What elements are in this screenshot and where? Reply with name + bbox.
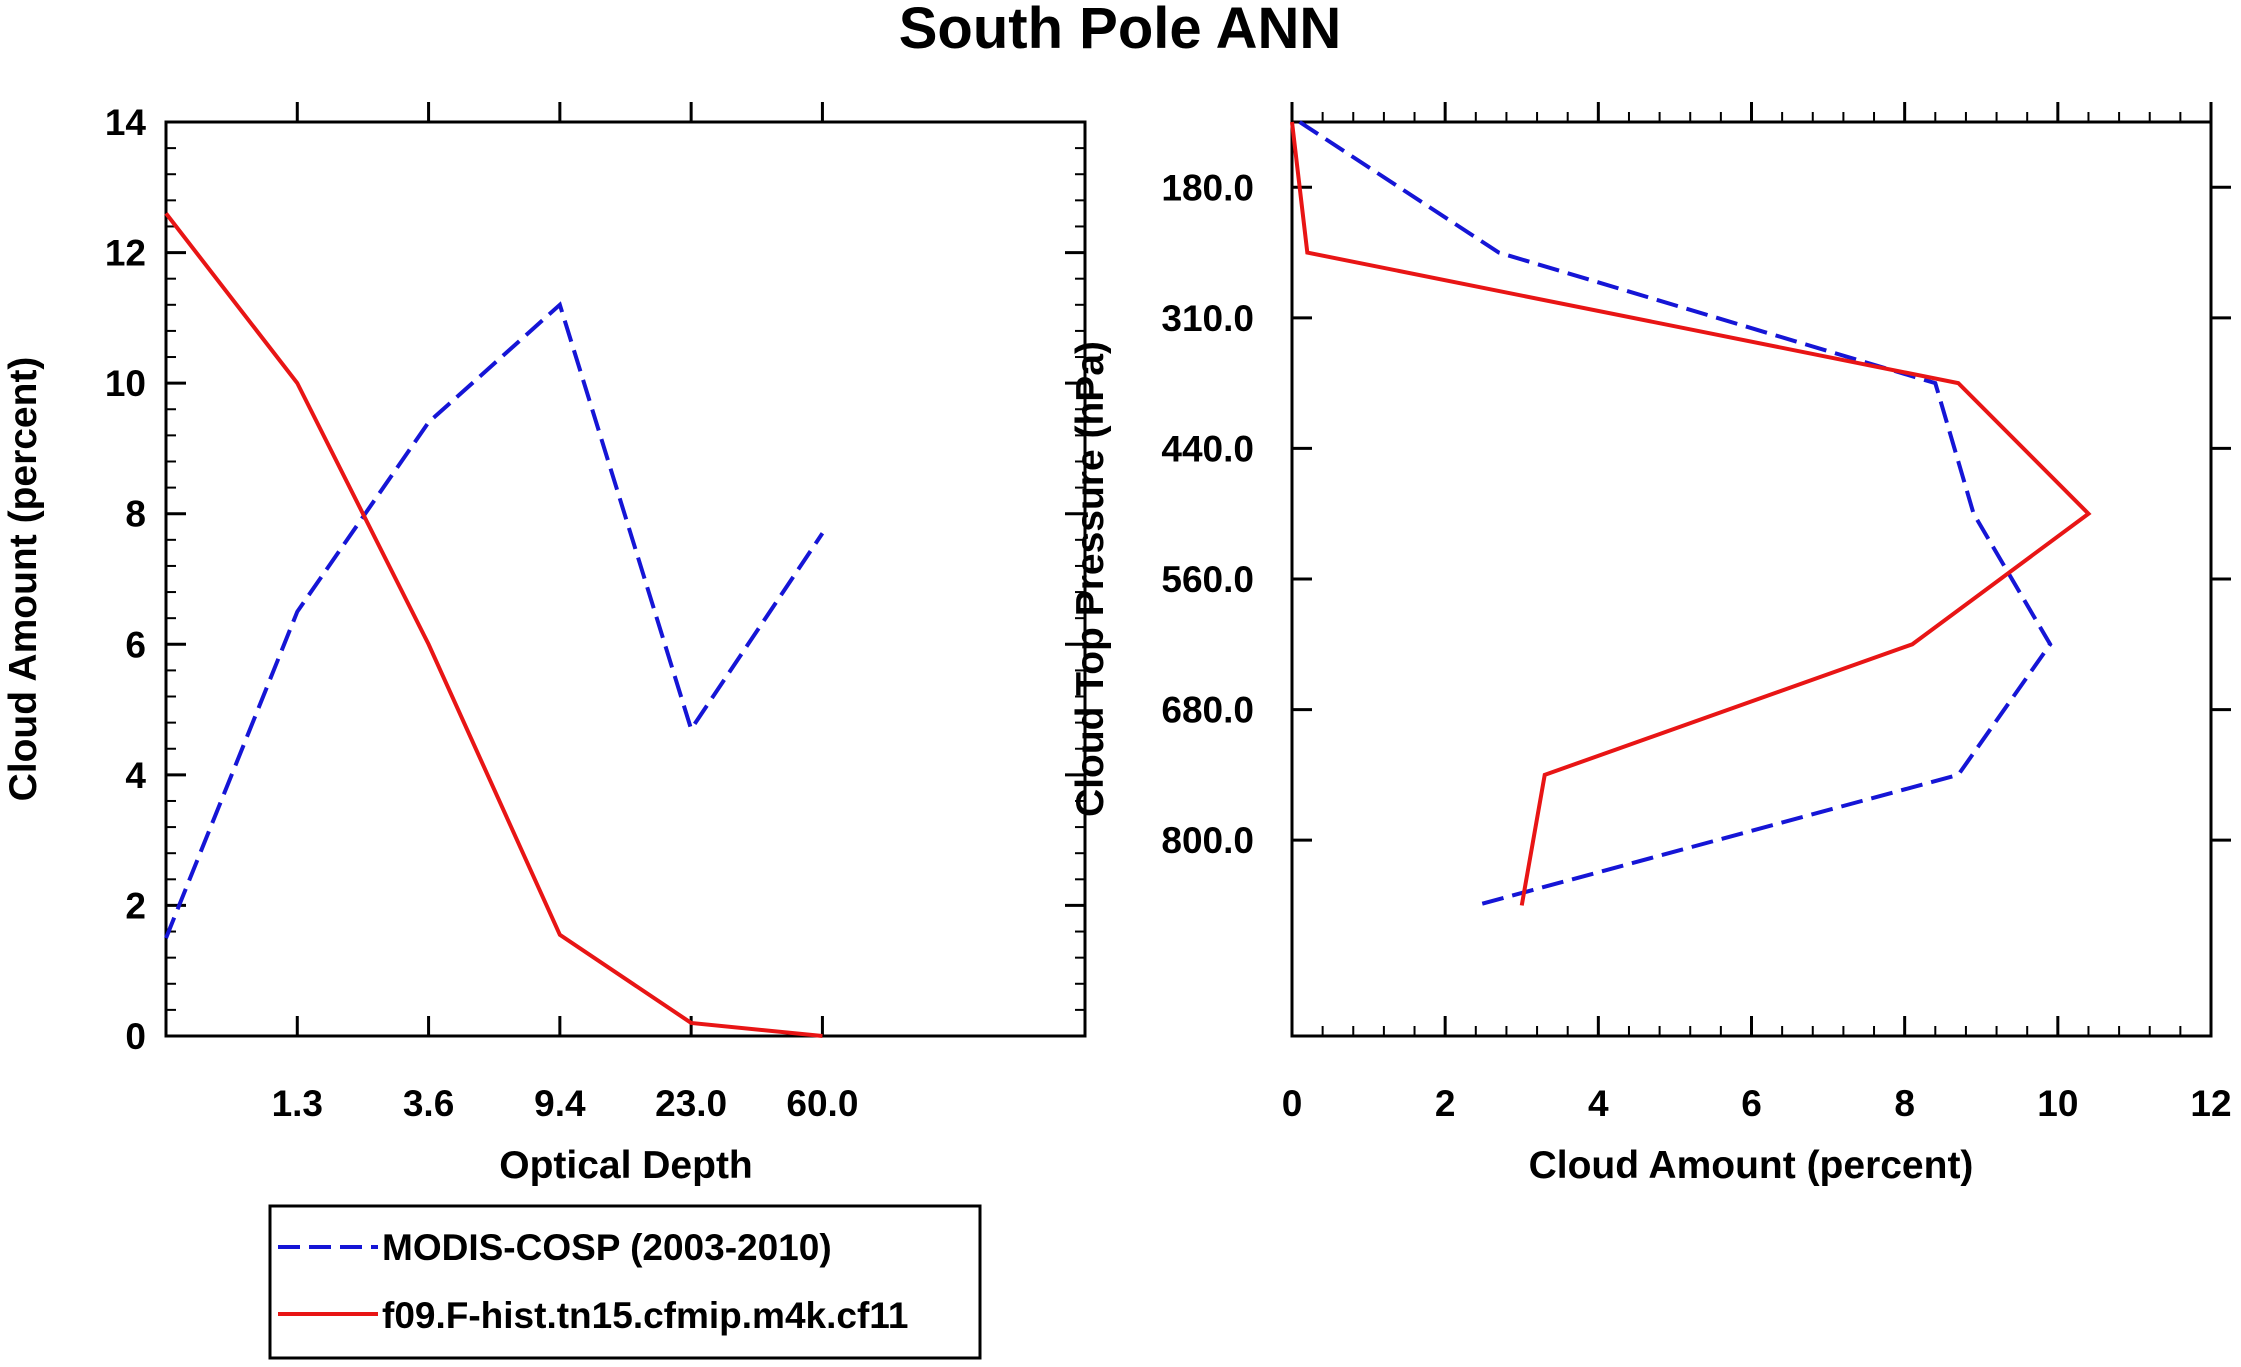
y-tick-label: 10 bbox=[105, 363, 146, 404]
plot-frame-right bbox=[1290, 120, 2213, 1038]
y-tick-label: 680.0 bbox=[1161, 690, 1254, 731]
x-axis-label-left: Optical Depth bbox=[499, 1144, 753, 1187]
x-tick-label: 0 bbox=[1282, 1083, 1303, 1124]
series-line-modis bbox=[1298, 120, 2053, 908]
plot-frame-left bbox=[164, 120, 1087, 1038]
x-tick-label: 4 bbox=[1588, 1083, 1609, 1124]
y-tick-label: 440.0 bbox=[1161, 428, 1254, 469]
x-tick-label: 2 bbox=[1435, 1083, 1456, 1124]
y-tick-label: 8 bbox=[125, 494, 146, 535]
x-tick-label: 6 bbox=[1741, 1083, 1762, 1124]
legend-label-modis: MODIS-COSP (2003-2010) bbox=[382, 1227, 832, 1268]
legend: MODIS-COSP (2003-2010) f09.F-hist.tn15.c… bbox=[268, 1204, 982, 1360]
x-tick-label: 8 bbox=[1894, 1083, 1915, 1124]
legend-box bbox=[268, 1204, 982, 1360]
pressure-panel: 0 2 4 6 8 10 12180.0310.0440.0560.0680.0800.0 … bbox=[1069, 102, 2232, 1187]
x-tick-label: 9.4 bbox=[534, 1083, 586, 1124]
series-right bbox=[1290, 120, 2092, 908]
x-tick-label: 12 bbox=[2190, 1083, 2231, 1124]
y-tick-label: 2 bbox=[125, 885, 146, 926]
optical-depth-panel: 0 2 4 6 8 10 12 14 1.3 3.6 9.4 23.0 60.0 Optical Dep… bbox=[2, 102, 1087, 1187]
y-tick-label: 800.0 bbox=[1161, 820, 1254, 861]
chart-title: South Pole ANN bbox=[899, 0, 1342, 61]
x-tick-label: 23.0 bbox=[655, 1083, 727, 1124]
axis-ticks-right bbox=[1290, 102, 2231, 1036]
x-tick-label: 1.3 bbox=[272, 1083, 323, 1124]
x-tick-label: 60.0 bbox=[786, 1083, 858, 1124]
tick-labels-right: 0 2 4 6 8 10 12 180.0 310.0 440.0 560.0 680.0 800.0 bbox=[1161, 167, 2231, 1124]
x-tick-label: 10 bbox=[2037, 1083, 2078, 1124]
series-line-model bbox=[164, 212, 823, 1038]
x-axis-label-right: Cloud Amount (percent) bbox=[1529, 1144, 1974, 1187]
axis-ticks-left bbox=[166, 102, 1085, 1038]
series-left bbox=[164, 212, 825, 1038]
y-tick-label: 14 bbox=[105, 102, 147, 143]
series-line-modis bbox=[164, 301, 825, 939]
y-axis-label-left: Cloud Amount (percent) bbox=[2, 357, 45, 802]
y-tick-label: 310.0 bbox=[1161, 298, 1254, 339]
y-tick-label: 6 bbox=[125, 624, 146, 665]
y-tick-label: 180.0 bbox=[1161, 167, 1254, 208]
x-tick-label: 3.6 bbox=[403, 1083, 454, 1124]
series-line-model bbox=[1290, 121, 2092, 906]
y-tick-label: 560.0 bbox=[1161, 559, 1254, 600]
legend-label-model: f09.F-hist.tn15.cfmip.m4k.cf11 bbox=[382, 1295, 908, 1336]
y-tick-label: 0 bbox=[125, 1016, 146, 1057]
y-tick-label: 12 bbox=[105, 233, 146, 274]
tick-labels-left: 0 2 4 6 8 10 12 14 1.3 3.6 9.4 23.0 60.0 bbox=[105, 102, 859, 1124]
y-axis-label-right: Cloud Top Pressure (hPa) bbox=[1069, 341, 1112, 817]
y-tick-label: 4 bbox=[125, 755, 146, 796]
